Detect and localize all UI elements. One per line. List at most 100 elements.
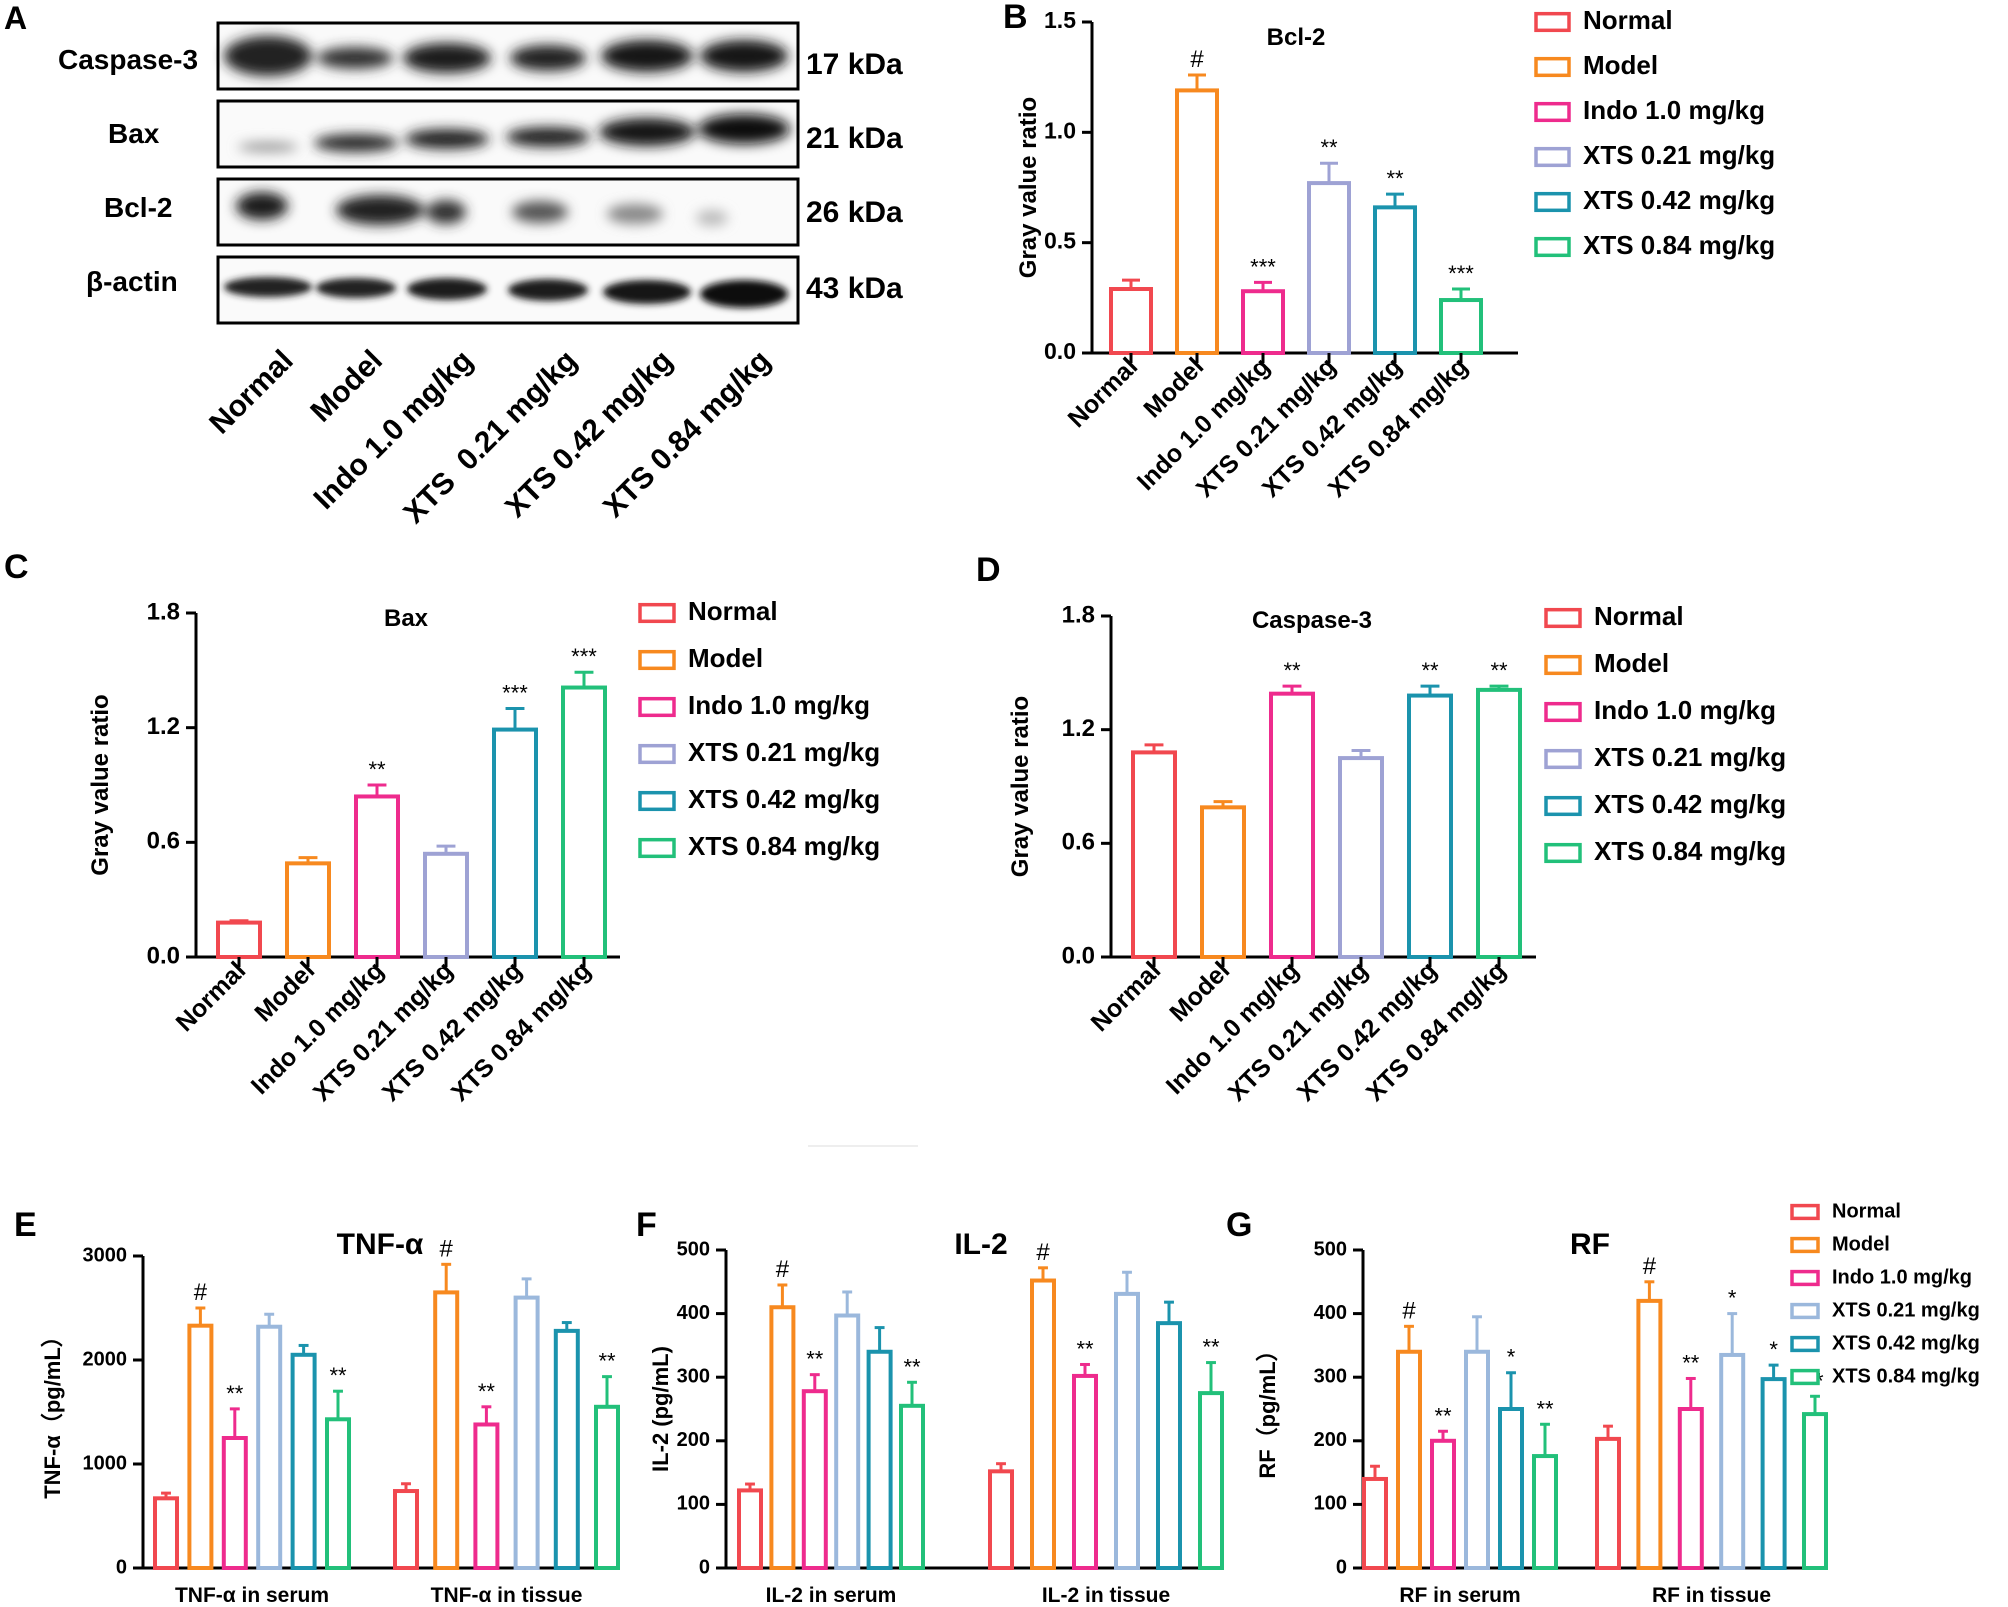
blot-strip-bcl2 bbox=[216, 177, 800, 247]
bar-3 bbox=[1307, 181, 1351, 355]
legend-label: Normal bbox=[1832, 1200, 1901, 1222]
chart-title: IL-2 bbox=[954, 1228, 1007, 1261]
bar-0 bbox=[216, 920, 262, 959]
significance-mark: *** bbox=[571, 644, 597, 669]
bar-3 bbox=[423, 851, 469, 959]
x-tick-label: IL-2 in tissue bbox=[1042, 1584, 1170, 1607]
bar-1-1 bbox=[433, 1290, 460, 1571]
y-tick-label: 500 bbox=[1314, 1238, 1347, 1260]
blot-protein-label: Bax bbox=[108, 118, 160, 149]
panel-letter: E bbox=[14, 1206, 37, 1244]
bar-1-2 bbox=[1677, 1407, 1704, 1570]
x-tick-label: Normal bbox=[1063, 352, 1144, 433]
bar-0-1 bbox=[1396, 1349, 1422, 1571]
x-tick-label: Normal bbox=[1086, 956, 1167, 1037]
legend-swatch bbox=[638, 649, 676, 671]
significance-mark: ** bbox=[903, 1354, 921, 1379]
significance-mark: ** bbox=[329, 1363, 347, 1388]
chart-title: Bcl-2 bbox=[1267, 24, 1326, 51]
bar-0 bbox=[1131, 750, 1177, 960]
y-tick-label: 1.8 bbox=[147, 598, 180, 625]
bar-1-2 bbox=[473, 1422, 500, 1570]
bar-0-4 bbox=[290, 1352, 317, 1571]
significance-mark: ** bbox=[478, 1379, 496, 1404]
bar-1-2 bbox=[1072, 1373, 1098, 1570]
blot-bands-bax bbox=[238, 114, 790, 152]
divider bbox=[808, 1145, 918, 1147]
significance-mark: # bbox=[194, 1279, 208, 1306]
blot-kda-label: 17 kDa bbox=[806, 48, 903, 81]
x-tick-label: RF in serum bbox=[1399, 1584, 1520, 1607]
significance-mark: # bbox=[440, 1235, 454, 1262]
significance-mark: ** bbox=[806, 1347, 824, 1372]
y-tick-label: 400 bbox=[677, 1302, 710, 1324]
x-tick-label: TNF-α in tissue bbox=[431, 1584, 583, 1607]
bar-0-3 bbox=[834, 1313, 861, 1571]
bar-5 bbox=[1476, 687, 1522, 960]
y-tick-label: 0 bbox=[1336, 1556, 1347, 1578]
chart-panel-e: E TNF-α 0 1000 2000 3000 TNF-α（pg/mL） # ** ** TNF-… bbox=[14, 1206, 620, 1607]
bar-2 bbox=[1269, 691, 1315, 960]
significance-mark: *** bbox=[1250, 254, 1276, 279]
y-tick-label: 300 bbox=[677, 1365, 710, 1387]
chart-panel-d: D Caspase-3 0.0 0.6 1.2 1.8 Gray value ratio No… bbox=[976, 551, 1786, 1107]
y-axis-label: TNF-α（pg/mL） bbox=[40, 1325, 65, 1499]
legend-label: XTS 0.84 mg/kg bbox=[688, 831, 880, 861]
significance-mark: ** bbox=[1682, 1350, 1700, 1375]
bar-1-3 bbox=[513, 1295, 540, 1570]
significance-mark: *** bbox=[502, 681, 528, 706]
legend-label: XTS 0.21 mg/kg bbox=[1594, 742, 1786, 772]
legend-label: Normal bbox=[1583, 5, 1673, 35]
blot-kda-label: 26 kDa bbox=[806, 196, 903, 229]
legend-swatch bbox=[1534, 146, 1571, 168]
blot-protein-label: Caspase-3 bbox=[58, 44, 199, 75]
bar-1-0 bbox=[988, 1469, 1014, 1570]
bar-0-2 bbox=[1430, 1438, 1456, 1571]
y-tick-label: 400 bbox=[1314, 1302, 1347, 1324]
bar-5 bbox=[1439, 298, 1483, 356]
y-axis-label: IL-2 (pg/mL) bbox=[648, 1346, 673, 1472]
bar-0-1 bbox=[187, 1323, 214, 1571]
y-tick-label: 500 bbox=[677, 1238, 710, 1260]
bar-1-5 bbox=[1802, 1412, 1828, 1571]
legend-swatch bbox=[1544, 607, 1582, 629]
blot-bands-actin bbox=[224, 277, 788, 308]
bar-1 bbox=[1175, 88, 1219, 355]
blot-kda-label: 21 kDa bbox=[806, 122, 903, 155]
bar-0-0 bbox=[153, 1496, 179, 1570]
legend-swatch bbox=[1790, 1203, 1820, 1221]
legend-swatch bbox=[1544, 654, 1582, 676]
bar-1-3 bbox=[1719, 1352, 1746, 1570]
panel-letter-a: A bbox=[4, 0, 28, 36]
chart-panel-f: F IL-2 0 100 200 300 400 500 IL-2 (pg/mL) # ** ** IL… bbox=[636, 1206, 1224, 1607]
x-tick-label: TNF-α in serum bbox=[175, 1584, 329, 1607]
bar-0-5 bbox=[1532, 1454, 1558, 1570]
significance-mark: # bbox=[1190, 46, 1204, 73]
legend-label: XTS 0.42 mg/kg bbox=[1583, 185, 1775, 215]
bar-3 bbox=[1338, 756, 1384, 959]
y-axis-label: Gray value ratio bbox=[1015, 97, 1042, 278]
legend-label: XTS 0.84 mg/kg bbox=[1594, 836, 1786, 866]
legend-swatch bbox=[1790, 1269, 1820, 1287]
bar-0-3 bbox=[1464, 1349, 1490, 1571]
significance-mark: ** bbox=[1386, 166, 1404, 191]
significance-mark: *** bbox=[1448, 261, 1474, 286]
chart-title: TNF-α bbox=[337, 1228, 424, 1261]
legend-swatch bbox=[1544, 842, 1582, 864]
panel-letter: C bbox=[4, 548, 29, 586]
bar-4 bbox=[1407, 693, 1453, 959]
bar-0-0 bbox=[737, 1488, 763, 1570]
chart-panel-b: B Bcl-2 0.0 0.5 1.0 1.5 Gray value ratio Normal… bbox=[1003, 0, 1775, 503]
significance-mark: ** bbox=[1421, 658, 1439, 683]
bar-0-2 bbox=[801, 1389, 828, 1571]
bar-1 bbox=[285, 861, 331, 959]
legend-label: Normal bbox=[1594, 601, 1684, 631]
blot-bands-caspase3 bbox=[224, 36, 788, 76]
legend-label: Indo 1.0 mg/kg bbox=[1594, 695, 1776, 725]
blot-kda-label: 43 kDa bbox=[806, 272, 903, 305]
bar-0 bbox=[1109, 287, 1153, 355]
bar-0-4 bbox=[866, 1349, 893, 1571]
bar-0-3 bbox=[256, 1324, 283, 1570]
legend-swatch bbox=[1790, 1302, 1820, 1320]
